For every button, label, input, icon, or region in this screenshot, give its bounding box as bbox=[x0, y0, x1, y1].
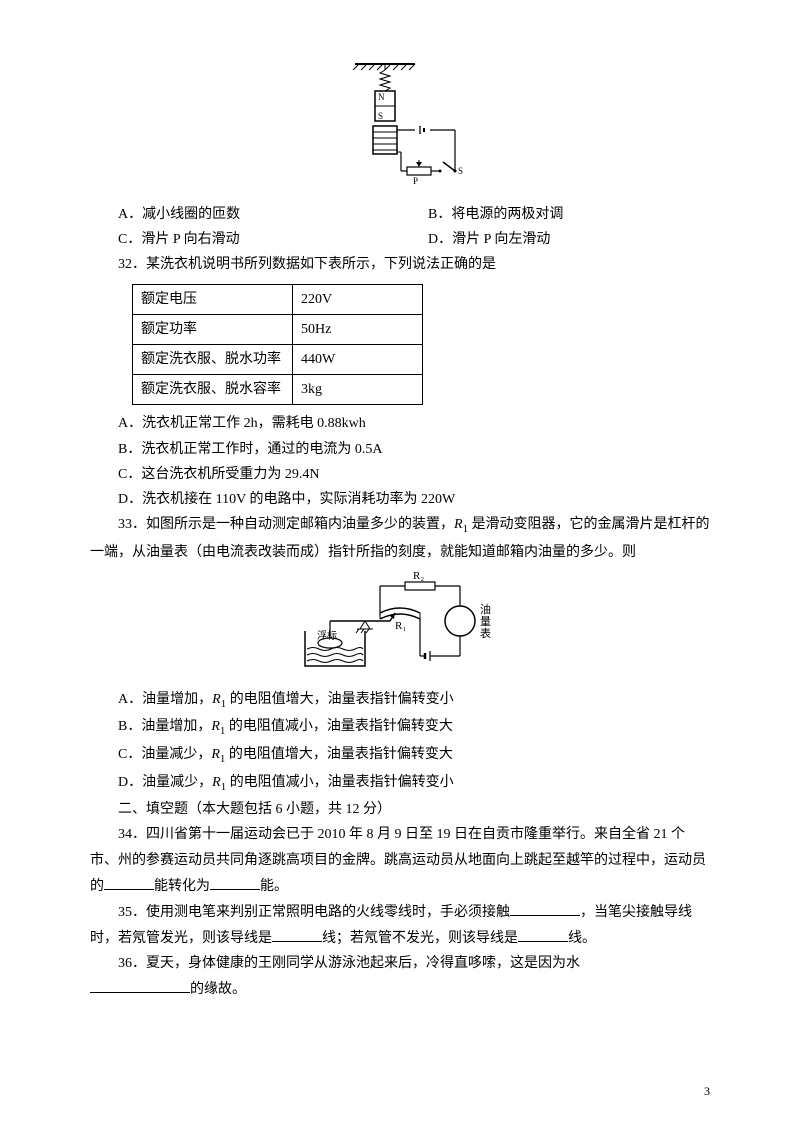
q33-r: R bbox=[454, 517, 463, 532]
q31-option-c: C．滑片 P 向右滑动 bbox=[90, 227, 400, 252]
cell: 额定洗衣服、脱水功率 bbox=[133, 344, 293, 374]
q31-option-b: B．将电源的两极对调 bbox=[400, 202, 710, 227]
svg-text:表: 表 bbox=[480, 626, 491, 640]
q31-option-a: A．减小线圈的匝数 bbox=[90, 202, 400, 227]
q36: 36．夏天，身体健康的王刚同学从游泳池起来后，冷得直哆嗦，这是因为水 bbox=[90, 951, 710, 976]
svg-text:R₂: R₂ bbox=[413, 571, 424, 582]
q36-a: 36．夏天，身体健康的王刚同学从游泳池起来后，冷得直哆嗦，这是因为水 bbox=[118, 956, 580, 971]
q35-d: 线。 bbox=[568, 931, 596, 946]
q33-option-b: B．油量增加，R1 的电阻值减小，油量表指针偏转变大 bbox=[90, 714, 710, 742]
cell: 220V bbox=[293, 284, 423, 314]
svg-text:浮标: 浮标 bbox=[317, 630, 337, 642]
q33-stem: 33．如图所示是一种自动测定邮箱内油量多少的装置，R1 是滑动变阻器，它的金属滑… bbox=[90, 512, 710, 565]
q32-option-d: D．洗衣机接在 110V 的电路中，实际消耗功率为 220W bbox=[90, 487, 710, 512]
q32-stem: 32．某洗衣机说明书所列数据如下表所示，下列说法正确的是 bbox=[90, 252, 710, 277]
q35-c: 线；若氖管不发光，则该导线是 bbox=[322, 931, 518, 946]
q32-spec-table: 额定电压220V 额定功率50Hz 额定洗衣服、脱水功率440W 额定洗衣服、脱… bbox=[132, 284, 423, 406]
svg-text:油: 油 bbox=[480, 602, 491, 616]
q34-blank2[interactable] bbox=[210, 873, 260, 890]
q33-option-c: C．油量减少，R1 的电阻值增大，油量表指针偏转变大 bbox=[90, 742, 710, 770]
q33-figure: 浮标 R₁ R₂ 油 量 表 bbox=[90, 571, 710, 681]
cell: 额定功率 bbox=[133, 314, 293, 344]
q33-option-d: D．油量减少，R1 的电阻值减小，油量表指针偏转变小 bbox=[90, 770, 710, 798]
q34: 34．四川省第十一届运动会已于 2010 年 8 月 9 日至 19 日在自贡市… bbox=[90, 822, 710, 898]
table-row: 额定洗衣服、脱水功率440W bbox=[133, 344, 423, 374]
svg-text:S: S bbox=[378, 111, 383, 121]
q34-c: 能。 bbox=[260, 879, 288, 894]
q35-blank2[interactable] bbox=[272, 925, 322, 942]
q31-options-row2: C．滑片 P 向右滑动 D．滑片 P 向左滑动 bbox=[90, 227, 710, 252]
q33-stem-a: 33．如图所示是一种自动测定邮箱内油量多少的装置， bbox=[118, 517, 454, 532]
table-row: 额定洗衣服、脱水容率3kg bbox=[133, 375, 423, 405]
q31-options-row1: A．减小线圈的匝数 B．将电源的两极对调 bbox=[90, 202, 710, 227]
table-row: 额定功率50Hz bbox=[133, 314, 423, 344]
svg-text:S: S bbox=[458, 166, 463, 176]
q34-b: 能转化为 bbox=[154, 879, 210, 894]
cell: 440W bbox=[293, 344, 423, 374]
q33-option-a: A．油量增加，R1 的电阻值增大，油量表指针偏转变小 bbox=[90, 687, 710, 715]
q34-blank1[interactable] bbox=[104, 873, 154, 890]
q31-figure: N S S P bbox=[90, 56, 710, 196]
q35-a: 35．使用测电笔来判别正常照明电路的火线零线时，手必须接触 bbox=[118, 905, 510, 920]
q32-option-c: C．这台洗衣机所受重力为 29.4N bbox=[90, 462, 710, 487]
cell: 额定洗衣服、脱水容率 bbox=[133, 375, 293, 405]
q32-option-a: A．洗衣机正常工作 2h，需耗电 0.88kwh bbox=[90, 411, 710, 436]
q35: 35．使用测电笔来判别正常照明电路的火线零线时，手必须接触，当笔尖接触导线时，若… bbox=[90, 899, 710, 951]
cell: 3kg bbox=[293, 375, 423, 405]
q31-option-d: D．滑片 P 向左滑动 bbox=[400, 227, 710, 252]
q36-b: 的缘故。 bbox=[190, 982, 246, 997]
q35-blank3[interactable] bbox=[518, 925, 568, 942]
cell: 额定电压 bbox=[133, 284, 293, 314]
q32-option-b: B．洗衣机正常工作时，通过的电流为 0.5A bbox=[90, 437, 710, 462]
page-number: 3 bbox=[704, 1081, 710, 1103]
svg-text:P: P bbox=[413, 176, 418, 186]
q36-blank1[interactable] bbox=[90, 976, 190, 993]
q36-line2: 的缘故。 bbox=[90, 976, 710, 1002]
table-row: 额定电压220V bbox=[133, 284, 423, 314]
svg-text:量: 量 bbox=[480, 615, 491, 628]
svg-text:R₁: R₁ bbox=[395, 620, 406, 632]
section2-title: 二、填空题（本大题包括 6 小题，共 12 分） bbox=[90, 797, 710, 822]
q35-blank1[interactable] bbox=[510, 899, 580, 916]
cell: 50Hz bbox=[293, 314, 423, 344]
svg-text:N: N bbox=[378, 92, 385, 102]
